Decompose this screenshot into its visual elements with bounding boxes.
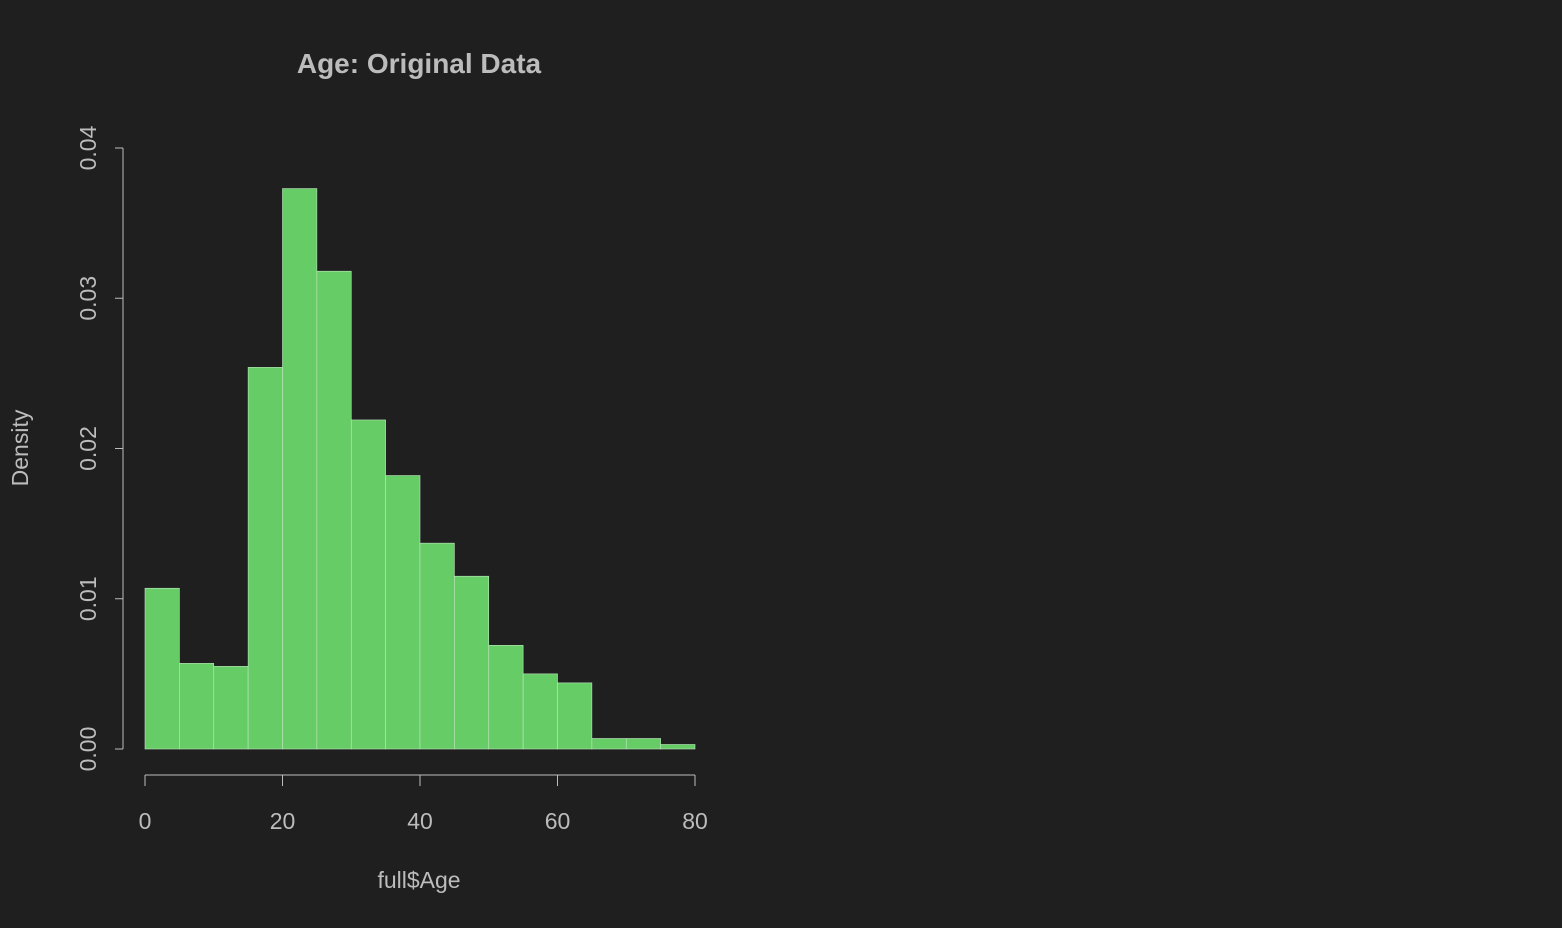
y-axis: 0.00 0.01 0.02 0.03 0.04 xyxy=(75,125,124,772)
y-tick-label: 0.04 xyxy=(75,125,101,170)
y-tick-label: 0.02 xyxy=(75,426,101,471)
x-tick-label: 0 xyxy=(139,808,152,834)
x-tick-label: 60 xyxy=(545,808,571,834)
y-axis-label: Density xyxy=(7,409,33,486)
histogram-bar xyxy=(316,270,352,750)
histogram-bar xyxy=(419,542,455,750)
histogram-bar xyxy=(625,738,661,750)
histogram-bar xyxy=(247,367,283,750)
histogram-bar xyxy=(454,575,490,750)
histogram-bar xyxy=(179,663,215,750)
histogram-bar xyxy=(660,744,696,750)
histogram-bar xyxy=(488,645,524,750)
x-axis: 0 20 40 60 80 xyxy=(139,774,708,834)
histogram-bar xyxy=(522,673,558,750)
histogram-bar xyxy=(282,188,318,750)
histogram-bar xyxy=(350,419,386,750)
x-tick-label: 40 xyxy=(407,808,433,834)
chart-title: Age: Original Data xyxy=(297,48,542,79)
x-tick-label: 80 xyxy=(682,808,708,834)
histogram-bar xyxy=(591,738,627,750)
histogram-bar xyxy=(213,666,249,750)
x-axis-label: full$Age xyxy=(377,867,460,893)
y-tick-label: 0.00 xyxy=(75,727,101,772)
histogram-bar xyxy=(144,587,180,750)
y-tick-label: 0.03 xyxy=(75,276,101,321)
histogram-bar xyxy=(557,682,593,750)
x-tick-label: 20 xyxy=(270,808,296,834)
y-tick-label: 0.01 xyxy=(75,576,101,621)
bars-group xyxy=(144,188,696,750)
histogram-bar xyxy=(385,475,421,750)
